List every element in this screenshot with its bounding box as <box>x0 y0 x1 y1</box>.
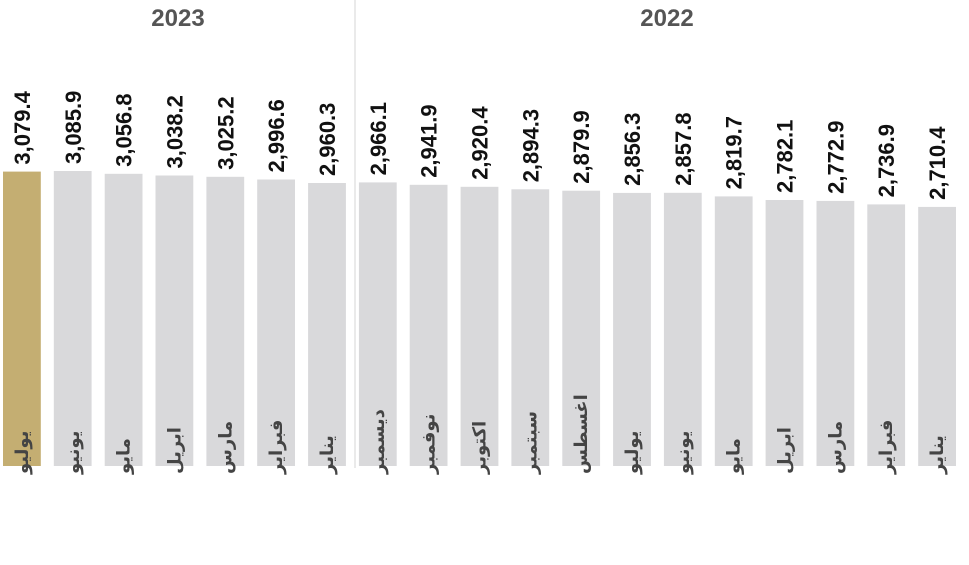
category-label-11: اغسطس <box>571 394 592 474</box>
category-label-10: سبتمبر <box>520 411 541 475</box>
bar-13 <box>663 192 702 467</box>
category-label-12: يوليو <box>622 431 643 475</box>
value-label-12: 2,856.3 <box>620 112 645 185</box>
bars <box>3 171 956 467</box>
bar-6 <box>308 183 346 466</box>
category-label-9: اكتوبر <box>470 421 491 475</box>
value-label-18: 2,710.4 <box>925 126 950 200</box>
category-label-16: مارس <box>825 421 846 474</box>
bar-11 <box>562 190 601 466</box>
bar-15 <box>765 200 804 466</box>
category-label-0: يوليو <box>12 431 33 475</box>
category-label-7: ديسمبر <box>368 409 389 475</box>
category-label-5: فبراير <box>266 420 287 475</box>
value-label-15: 2,782.1 <box>773 120 798 193</box>
category-label-3: ابريل <box>164 427 185 474</box>
value-label-7: 2,966.1 <box>366 102 391 175</box>
bar-16 <box>816 200 855 466</box>
category-labels: يوليو يونيو مايو ابريل مارس فبراير يناير ديسمبر… <box>12 394 948 475</box>
value-label-11: 2,879.9 <box>569 110 594 183</box>
category-label-4: مارس <box>215 421 236 474</box>
bar-14 <box>714 196 753 466</box>
category-label-14: مايو <box>724 438 745 475</box>
value-label-6: 2,960.3 <box>315 103 340 176</box>
bar-7 <box>358 182 397 466</box>
value-label-17: 2,736.9 <box>874 124 899 197</box>
value-label-3: 3,038.2 <box>162 95 187 168</box>
category-label-1: يونيو <box>63 431 84 475</box>
bar-1 <box>53 171 92 466</box>
bar-2 <box>104 173 143 467</box>
value-label-0: 3,079.4 <box>10 90 35 164</box>
bar-17 <box>867 204 906 466</box>
bar-18 <box>918 206 956 466</box>
value-label-9: 2,920.4 <box>468 106 493 180</box>
bar-10 <box>511 189 550 467</box>
year-label-2023: 2023 <box>151 5 204 32</box>
year-label-2022: 2022 <box>640 5 693 32</box>
bar-5 <box>257 179 295 466</box>
value-label-14: 2,819.7 <box>722 116 747 189</box>
category-label-18: يناير <box>927 435 948 475</box>
value-label-2: 3,056.8 <box>112 93 137 166</box>
bar-4 <box>206 176 245 467</box>
category-label-2: مايو <box>114 438 135 475</box>
value-label-4: 3,025.2 <box>213 96 238 169</box>
value-label-13: 2,857.8 <box>671 112 696 185</box>
category-label-17: فبراير <box>876 420 897 475</box>
value-label-1: 3,085.9 <box>61 91 86 164</box>
category-label-6: يناير <box>317 435 338 475</box>
bar-8 <box>409 184 448 467</box>
bar-3 <box>155 175 194 466</box>
category-label-8: نوفمبر <box>419 414 440 475</box>
bar-9 <box>460 186 499 467</box>
value-labels: 3,079.4 3,085.9 3,056.8 3,038.2 3,025.2 2,996… <box>10 90 950 199</box>
bar-0 <box>3 171 41 466</box>
year-labels: 2023 2022 <box>151 5 693 32</box>
category-label-15: ابريل <box>775 427 796 474</box>
value-label-16: 2,772.9 <box>823 120 848 193</box>
value-label-5: 2,996.6 <box>264 99 289 172</box>
bar-12 <box>613 192 651 466</box>
value-label-8: 2,941.9 <box>417 104 442 177</box>
value-label-10: 2,894.3 <box>518 109 543 182</box>
category-label-13: يونيو <box>673 431 694 475</box>
